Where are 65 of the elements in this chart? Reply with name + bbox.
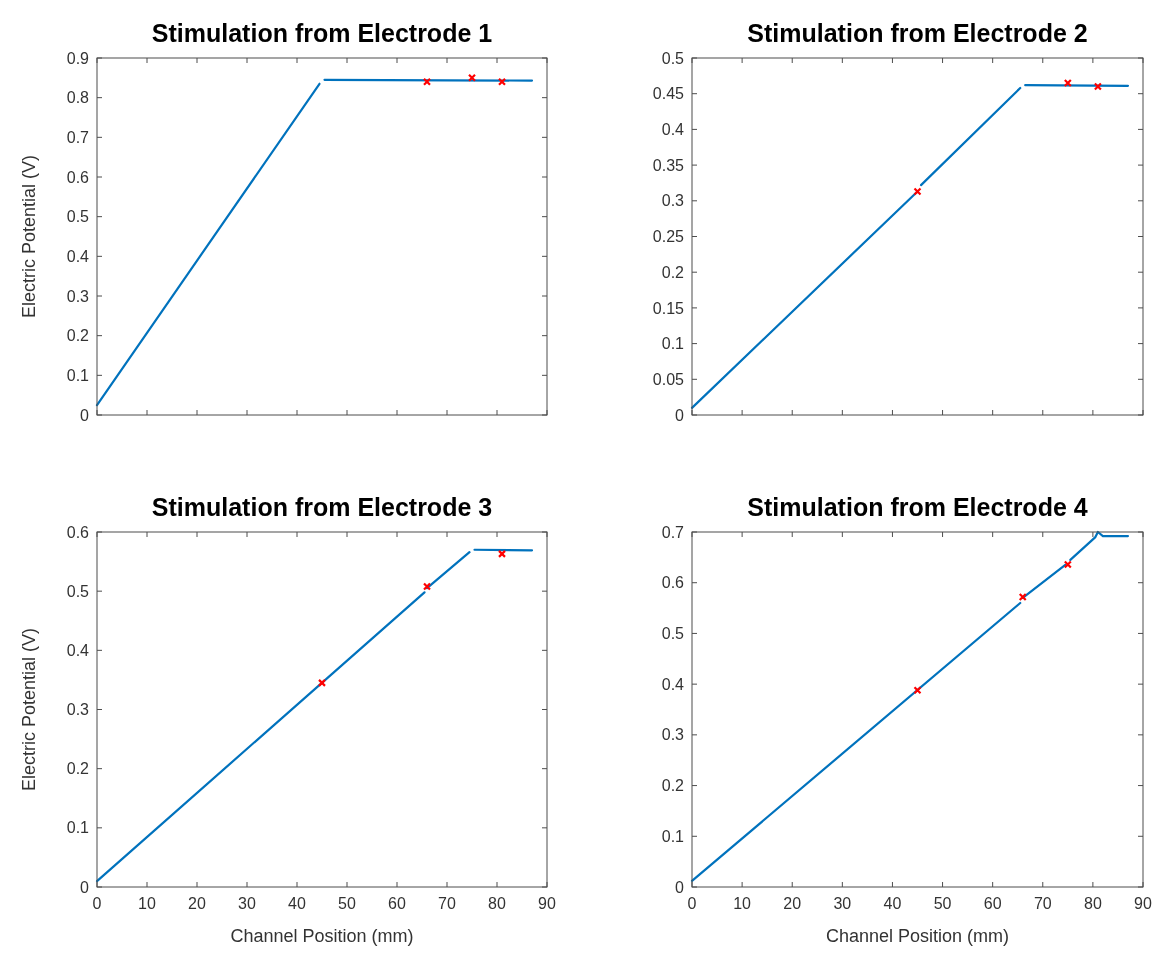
y-tick-label: 0.4 bbox=[66, 641, 90, 659]
y-tick-label: 0.1 bbox=[66, 819, 90, 837]
y-tick-label: 0.5 bbox=[661, 625, 685, 643]
x-tick-label: 80 bbox=[1083, 895, 1102, 912]
x-tick-label: 40 bbox=[883, 895, 902, 912]
x-tick-label: 50 bbox=[933, 895, 952, 912]
x-axis-title: Channel Position (mm) bbox=[230, 926, 414, 946]
y-tick-label: 0.45 bbox=[652, 85, 685, 103]
x-tick-label: 40 bbox=[288, 895, 306, 912]
y-tick-label: 0.1 bbox=[661, 827, 685, 845]
y-tick-label: 0 bbox=[675, 406, 685, 424]
y-tick-label: 0.4 bbox=[661, 121, 685, 138]
x-tick-label: 90 bbox=[1134, 895, 1152, 912]
y-tick-label: 0.2 bbox=[661, 777, 685, 795]
y-tick-label: 0.8 bbox=[66, 89, 90, 107]
x-tick-label: 20 bbox=[783, 895, 802, 912]
x-tick-label: 10 bbox=[138, 895, 156, 912]
y-tick-label: 0.2 bbox=[661, 263, 685, 281]
y-tick-label: 0.4 bbox=[66, 247, 90, 265]
y-tick-label: 0.7 bbox=[661, 523, 685, 541]
x-axis-title: Channel Position (mm) bbox=[825, 926, 1010, 946]
y-tick-label: 0 bbox=[80, 878, 90, 896]
y-tick-label: 0 bbox=[675, 878, 685, 896]
x-tick-label: 30 bbox=[238, 895, 256, 912]
x-tick-label: 80 bbox=[488, 895, 506, 912]
y-tick-label: 0.05 bbox=[652, 370, 685, 388]
chart-title: Stimulation from Electrode 4 bbox=[747, 493, 1088, 521]
y-tick-label: 0.1 bbox=[661, 335, 685, 353]
y-tick-label: 0.5 bbox=[661, 49, 685, 67]
y-tick-label: 0.1 bbox=[66, 366, 90, 384]
point bbox=[1093, 82, 1102, 91]
y-tick-label: 0.15 bbox=[652, 299, 685, 317]
x-tick-label: 20 bbox=[188, 895, 206, 912]
y-tick-label: 0 bbox=[80, 406, 90, 424]
y-tick-label: 0.5 bbox=[66, 582, 90, 600]
y-tick-label: 0.3 bbox=[66, 287, 90, 305]
chart-title: Stimulation from Electrode 1 bbox=[151, 19, 493, 47]
chart-title: Stimulation from Electrode 3 bbox=[151, 493, 493, 521]
x-tick-label: 60 bbox=[983, 895, 1002, 912]
x-tick-label: 90 bbox=[538, 895, 556, 912]
x-tick-label: 60 bbox=[388, 895, 406, 912]
x-tick-label: 30 bbox=[833, 895, 852, 912]
x-tick-label: 70 bbox=[438, 895, 456, 912]
y-tick-label: 0.9 bbox=[66, 49, 90, 67]
y-tick-label: 0.5 bbox=[66, 208, 90, 226]
y-tick-label: 0.2 bbox=[66, 327, 90, 345]
y-tick-label: 0.35 bbox=[652, 156, 685, 174]
chart-title: Stimulation from Electrode 2 bbox=[747, 19, 1088, 47]
y-tick-label: 0.3 bbox=[661, 192, 685, 210]
x-tick-label: 10 bbox=[733, 895, 752, 912]
y-tick-label: 0.7 bbox=[66, 128, 90, 146]
x-tick-label: 50 bbox=[338, 895, 356, 912]
y-tick-label: 0.6 bbox=[661, 574, 685, 592]
x-tick-label: 0 bbox=[92, 895, 102, 912]
x-tick-label: 0 bbox=[687, 895, 697, 912]
y-tick-label: 0.6 bbox=[66, 168, 90, 186]
y-tick-label: 0.6 bbox=[66, 523, 90, 541]
y-tick-label: 0.2 bbox=[66, 760, 90, 778]
y-tick-label: 0.3 bbox=[66, 701, 90, 719]
y-axis-title: Electric Potential (V) bbox=[19, 627, 39, 792]
y-tick-label: 0.25 bbox=[652, 228, 685, 246]
y-tick-label: 0.3 bbox=[661, 726, 685, 744]
y-tick-label: 0.4 bbox=[661, 675, 685, 693]
y-axis-title: Electric Potential (V) bbox=[19, 154, 39, 319]
x-tick-label: 70 bbox=[1033, 895, 1052, 912]
